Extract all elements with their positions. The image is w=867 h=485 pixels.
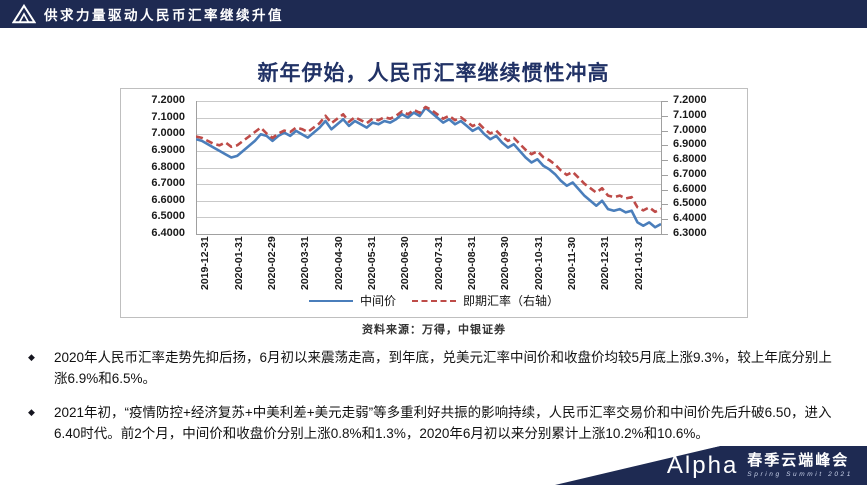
gridline	[196, 134, 661, 136]
legend-label: 即期汇率（右轴）	[463, 294, 560, 308]
x-axis-line	[196, 234, 662, 235]
y-axis-label-left: 6.8000	[151, 160, 185, 173]
x-axis-label: 2019-12-31	[199, 236, 212, 290]
top-bar: 供求力量驱动人民币汇率继续升值	[0, 0, 867, 28]
y-axis-line-left	[196, 101, 197, 234]
right-axis-tick	[661, 174, 668, 176]
right-axis-tick	[661, 130, 668, 132]
x-axis-label: 2020-02-29	[265, 236, 278, 290]
gridline	[196, 200, 661, 202]
y-axis-label-right: 7.0000	[673, 123, 707, 136]
list-item: ◆ 2021年初，“疫情防控+经济复苏+中美利差+美元走弱”等多重利好共振的影响…	[28, 403, 843, 445]
header-title: 供求力量驱动人民币汇率继续升值	[44, 8, 284, 23]
x-axis-label: 2020-01-31	[232, 236, 245, 290]
legend-label: 中间价	[359, 294, 396, 308]
y-axis-label-left: 7.0000	[151, 127, 185, 140]
x-axis-label: 2020-07-31	[432, 236, 445, 290]
y-axis-label-right: 7.2000	[673, 94, 707, 106]
blue-line-sample	[308, 299, 353, 302]
gridline	[196, 150, 661, 152]
chart-source-note: 资料来源：万得，中银证券	[362, 324, 506, 336]
summit-name-en: Spring Summit 2021	[747, 471, 853, 478]
x-axis-label: 2020-11-30	[566, 236, 579, 290]
x-axis-label: 2020-09-30	[499, 236, 512, 290]
right-axis-tick	[661, 145, 668, 147]
y-axis-label-left: 7.1000	[151, 110, 185, 123]
y-axis-label-right: 6.3000	[673, 227, 707, 239]
x-axis-label: 2020-10-31	[532, 236, 545, 290]
y-axis-label-right: 6.9000	[673, 138, 707, 151]
alpha-triangle-icon	[12, 3, 36, 24]
y-axis-label-right: 6.8000	[673, 153, 707, 166]
x-axis-label: 2021-01-31	[632, 236, 645, 290]
gridline	[196, 184, 661, 186]
diamond-bullet-icon: ◆	[28, 352, 35, 362]
y-axis-label-right: 6.5000	[673, 197, 707, 210]
y-axis-label-left: 6.9000	[151, 143, 185, 156]
gridline	[196, 167, 661, 169]
y-axis-line-right	[661, 101, 662, 234]
list-item: ◆ 2020年人民币汇率走势先抑后扬，6月初以来震荡走高，到年底，兑美元汇率中间…	[28, 348, 843, 390]
bullet-text: 2021年初，“疫情防控+经济复苏+中美利差+美元走弱”等多重利好共振的影响持续…	[54, 404, 832, 441]
y-axis-label-right: 6.4000	[673, 212, 707, 225]
legend-item-spotrate: 即期汇率（右轴）	[412, 292, 559, 309]
bullet-list: ◆ 2020年人民币汇率走势先抑后扬，6月初以来震荡走高，到年底，兑美元汇率中间…	[28, 348, 843, 445]
red-dashed-sample	[412, 299, 456, 302]
y-axis-label-left: 6.6000	[151, 193, 185, 206]
alpha-logo-text: Alpha	[666, 452, 739, 479]
right-axis-tick	[661, 204, 668, 206]
y-axis-label-right: 6.6000	[673, 182, 707, 195]
x-axis-label: 2020-05-31	[366, 236, 378, 290]
y-axis-label-right: 7.1000	[673, 108, 707, 121]
x-axis-label: 2020-06-30	[399, 236, 412, 290]
x-axis-label: 2020-12-31	[599, 236, 612, 290]
y-axis-label-left: 6.5000	[151, 210, 185, 223]
chart-plot-area	[196, 105, 661, 229]
bullet-text: 2020年人民币汇率走势先抑后扬，6月初以来震荡走高，到年底，兑美元汇率中间价和…	[54, 350, 832, 386]
diamond-bullet-icon: ◆	[28, 406, 35, 417]
summit-name-cn: 春季云端峰会	[747, 452, 850, 469]
chart-legend: 中间价 即期汇率（右轴）	[121, 292, 747, 309]
x-axis-label: 2020-08-31	[466, 236, 479, 290]
footer-banner	[541, 444, 867, 485]
right-axis-tick	[661, 101, 668, 102]
gridline	[196, 101, 661, 102]
y-axis-label-left: 6.4000	[151, 227, 185, 239]
gridline	[196, 217, 661, 219]
right-axis-tick	[661, 234, 668, 235]
right-axis-tick	[661, 160, 668, 162]
y-axis-label-left: 7.2000	[151, 94, 185, 106]
y-axis-label-right: 6.7000	[673, 167, 707, 180]
right-axis-tick	[661, 115, 668, 117]
x-axis-label: 2020-04-30	[332, 236, 345, 290]
exchange-rate-chart: 中间价 即期汇率（右轴） 7.2000 7.1000 7.0000 6.9000 6.8…	[120, 88, 748, 318]
series-line-0	[196, 106, 661, 229]
gridline	[196, 117, 661, 119]
summit-logo: Alpha 春季云端峰会 Spring Summit 2021	[667, 452, 853, 478]
page-title: 新年伊始，人民币汇率继续惯性冲高	[257, 62, 610, 85]
right-axis-tick	[661, 219, 668, 221]
series-line-1	[196, 105, 661, 214]
x-axis-label: 2020-03-31	[299, 236, 312, 290]
y-axis-label-left: 6.7000	[151, 177, 185, 190]
right-axis-tick	[661, 189, 668, 191]
legend-item-midprice: 中间价	[308, 292, 396, 309]
